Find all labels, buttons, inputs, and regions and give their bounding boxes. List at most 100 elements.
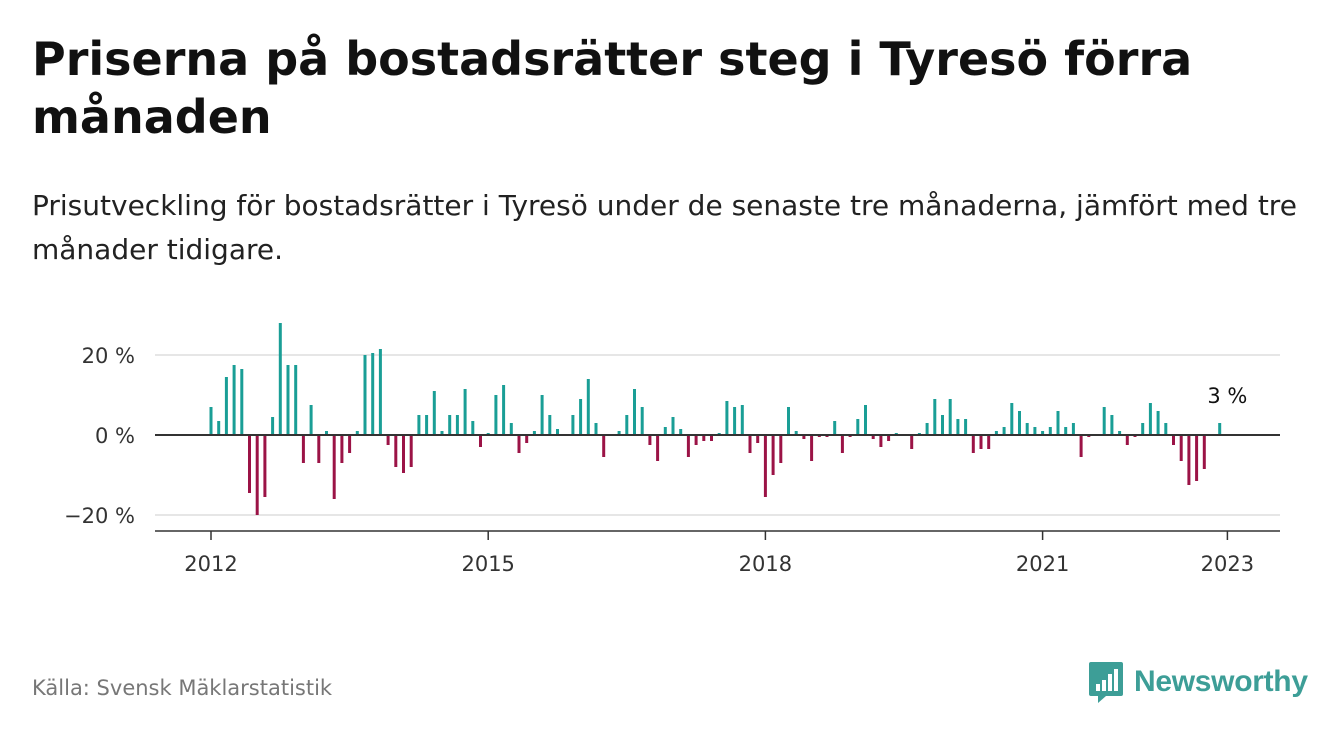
bar [625,415,629,435]
x-tick-label: 2023 [1201,552,1254,576]
bar [301,435,305,463]
bar [925,423,929,435]
brand-name: Newsworthy [1134,665,1308,698]
bar [209,407,213,435]
bar [255,435,259,515]
bar [463,389,467,435]
bar [810,435,814,461]
bar [417,415,421,435]
bar [409,435,413,467]
bar [471,421,475,435]
bar [964,419,968,435]
tick-labels: 20 % 0 % −20 % 2012 2015 2018 2021 2023 3 % [64,344,1254,576]
bar [386,435,390,445]
brand-logo[interactable]: Newsworthy [1088,660,1308,704]
bar [840,435,844,453]
bar [733,407,737,435]
bar [355,431,359,435]
newsworthy-logo-icon [1089,662,1123,703]
bar [378,349,382,435]
bar [1141,423,1145,435]
bar [994,431,998,435]
bar [394,435,398,467]
y-tick-label: 20 % [82,344,135,368]
bar [656,435,660,461]
bar [440,431,444,435]
bar [217,421,221,435]
bar [679,429,683,435]
bar [710,435,713,441]
source-note: Källa: Svensk Mäklarstatistik [32,676,333,700]
bar [648,435,652,445]
bar [864,405,867,435]
bar [448,415,452,435]
bar [548,415,552,435]
bar [617,431,621,435]
axes [155,434,1280,540]
bar [494,395,498,435]
bar [763,435,767,497]
bar [1156,411,1160,435]
bar [371,353,375,435]
bar [671,417,675,435]
bar [933,399,937,435]
bar [1179,435,1183,461]
bar [1187,435,1191,485]
bar [1071,423,1075,435]
chart-subtitle: Prisutveckling för bostadsrätter i Tyres… [32,189,1297,266]
bar [325,431,328,435]
bar [317,435,321,463]
bar [286,365,290,435]
bar [348,435,352,453]
bar [1164,423,1168,435]
bar [232,365,236,435]
bar [686,435,690,457]
bar [748,435,752,453]
bar [340,435,344,463]
bar [802,435,806,439]
bar [787,407,790,435]
bar [771,435,775,475]
bar [540,395,544,435]
bar [425,415,429,435]
bar [556,429,559,435]
y-tick-label: −20 % [64,504,135,528]
bar [455,415,459,435]
bar [871,435,875,439]
bar [887,435,891,441]
bar [971,435,975,453]
bar [756,435,760,443]
bar [1102,407,1106,435]
bar [956,419,960,435]
bar [509,423,513,435]
bar [740,405,744,435]
bar [263,435,267,497]
bar [1033,427,1037,435]
bar [532,431,536,435]
latest-value-annotation: 3 % [1207,384,1247,408]
bar [517,435,521,453]
grid-lines [155,354,1280,516]
bar [432,391,436,435]
bar [579,399,583,435]
x-tick-label: 2012 [184,552,237,576]
y-tick-label: 0 % [95,424,135,448]
bar [1118,431,1122,435]
bar [1048,427,1052,435]
bar [948,399,952,435]
chart-title: Priserna på bostadsrätter steg i Tyresö … [32,32,1193,144]
bar [479,435,482,447]
bar [278,323,282,435]
bar [910,435,914,449]
bar [363,355,367,435]
bar [1195,435,1199,481]
bar [309,405,313,435]
bar [594,423,598,435]
bar [571,415,575,435]
bars [209,323,1222,515]
bar [694,435,698,445]
bar [271,417,275,435]
bar-chart: 20 % 0 % −20 % 2012 2015 2018 2021 2023 3 % [64,323,1280,576]
bar [525,435,529,443]
bar [1172,435,1175,445]
